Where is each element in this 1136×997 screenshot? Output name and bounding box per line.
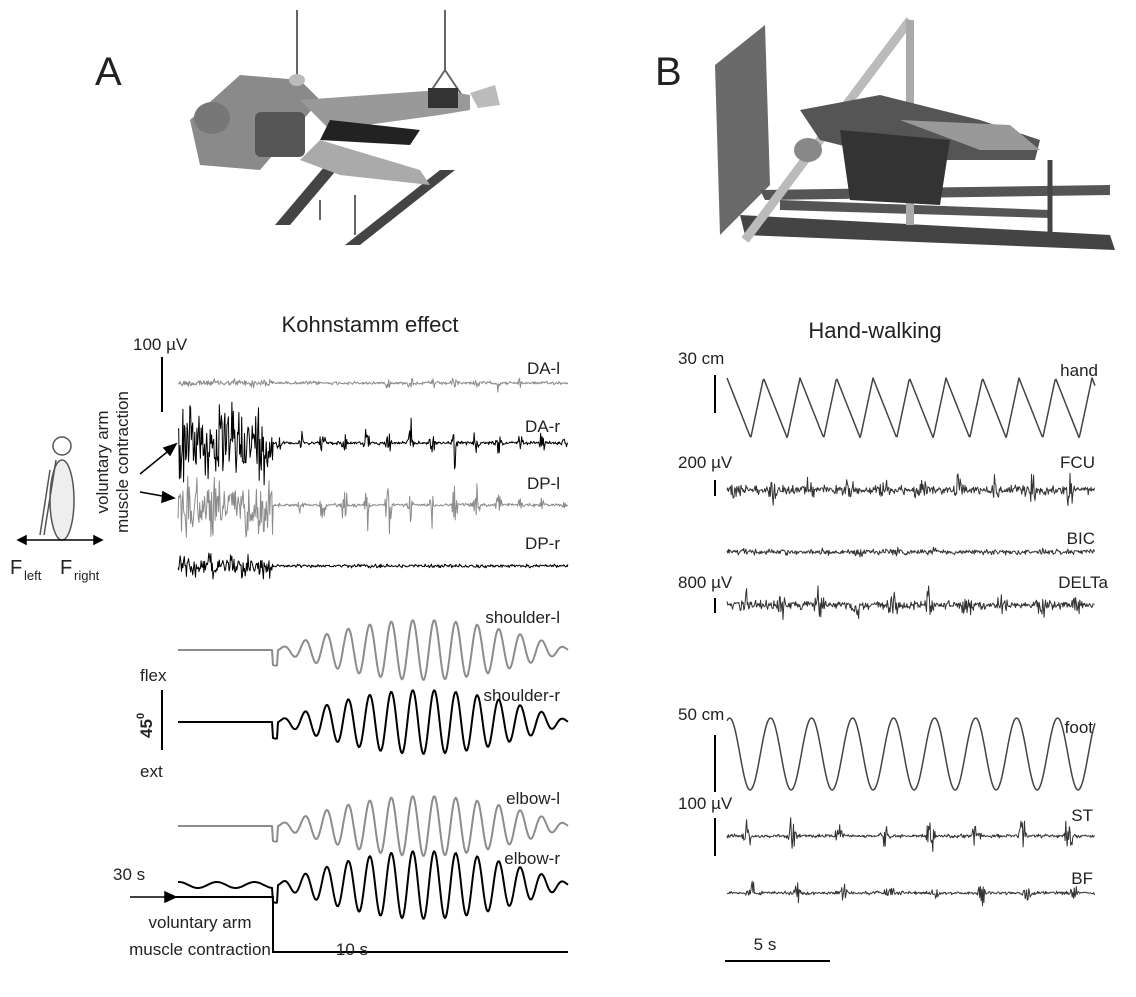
trace-label: DELTa — [1058, 573, 1108, 592]
time-scale: 10 s — [336, 940, 368, 959]
stim-label: voluntary arm — [149, 913, 252, 932]
angle-value: 45 0 — [135, 713, 156, 738]
figure: A B Kohnstamm effect Hand-walking 100 µV… — [0, 0, 1136, 992]
illustration-a — [190, 10, 500, 245]
trace — [727, 718, 1095, 790]
trace-label: BF — [1071, 869, 1093, 888]
trace-label: shoulder-l — [485, 608, 560, 627]
angle-number: 45 — [137, 719, 156, 738]
trace — [178, 402, 568, 485]
arrows — [140, 444, 176, 502]
trace-label: foot — [1065, 718, 1094, 737]
trace-label: DP-l — [527, 474, 560, 493]
force-subscript: left — [24, 568, 42, 583]
time-label: 30 s — [113, 865, 145, 884]
scale-label: 200 µV — [678, 453, 733, 472]
trace-label: FCU — [1060, 453, 1095, 472]
trace — [178, 476, 568, 537]
angle-top: flex — [140, 666, 167, 685]
trace — [727, 881, 1095, 905]
side-label-line: voluntary arm — [93, 411, 112, 514]
scale-label: 30 cm — [678, 349, 724, 368]
trace — [727, 818, 1095, 852]
trace-label: DA-r — [525, 417, 560, 436]
panel-label: A — [95, 50, 122, 94]
stick-figure — [18, 437, 102, 544]
scale-label: 50 cm — [678, 705, 724, 724]
trace-label: hand — [1060, 361, 1098, 380]
trace — [727, 586, 1095, 620]
angle-bottom: ext — [140, 762, 163, 781]
trace-label: elbow-l — [506, 789, 560, 808]
trace-label: DP-r — [525, 534, 560, 553]
scale-label: 100 µV — [678, 794, 733, 813]
panel-label: B — [655, 50, 682, 94]
trace — [727, 547, 1095, 557]
page: A B Kohnstamm effect Hand-walking 100 µV… — [0, 0, 1136, 992]
trace-label: ST — [1071, 806, 1093, 825]
time-scale: 5 s — [754, 935, 777, 954]
stim-label: muscle contraction — [129, 940, 271, 959]
scale-label: 100 µV — [133, 335, 188, 354]
force-subscript: right — [74, 568, 100, 583]
trace-label: DA-l — [527, 359, 560, 378]
trace — [727, 378, 1095, 437]
side-label-line: muscle contraction — [113, 391, 132, 533]
side-label: voluntary arm muscle contraction — [93, 391, 132, 533]
angle-superscript: 0 — [135, 713, 147, 719]
trace — [178, 553, 568, 579]
panel-title: Kohnstamm effect — [282, 312, 459, 337]
illustration-b — [715, 20, 1115, 250]
trace — [727, 473, 1095, 505]
scale-label: 800 µV — [678, 573, 733, 592]
force-symbol: F — [10, 557, 22, 579]
trace — [178, 378, 568, 392]
trace-label: elbow-r — [504, 849, 560, 868]
trace — [178, 620, 568, 680]
force-symbol: F — [60, 557, 72, 579]
trace-label: BIC — [1067, 529, 1095, 548]
trace-label: shoulder-r — [483, 686, 560, 705]
panel-title: Hand-walking — [808, 318, 941, 343]
